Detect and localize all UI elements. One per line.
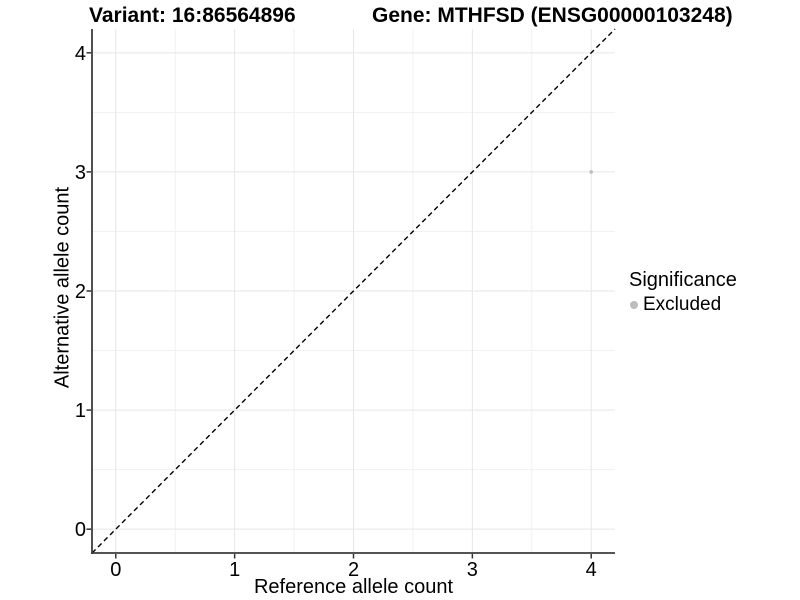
y-tick-label: 2 [75,281,86,303]
x-tick-label: 0 [110,559,121,581]
legend-title: Significance [629,269,737,291]
legend: Significance Excluded [629,269,737,315]
legend-key-dot-icon [630,300,638,309]
x-tick-label: 2 [348,559,359,581]
x-tick-label: 1 [229,559,240,581]
y-tick-label: 3 [75,162,86,184]
x-tick-label: 4 [586,559,597,581]
x-tick-label: 3 [467,559,478,581]
x-axis-title: Reference allele count [253,576,453,598]
y-tick-label: 4 [75,43,86,65]
identity-line [91,28,616,554]
plot-title-variant: Variant: 16:86564896 [89,4,296,27]
y-axis-title: Alternative allele count [51,186,74,389]
y-tick-label: 1 [75,400,86,422]
y-tick-label: 0 [75,519,86,541]
plot-title-gene: Gene: MTHFSD (ENSG00000103248) [372,4,733,27]
legend-entry-excluded: Excluded [629,294,737,315]
data-point [589,170,594,174]
legend-entry-label: Excluded [643,294,722,315]
